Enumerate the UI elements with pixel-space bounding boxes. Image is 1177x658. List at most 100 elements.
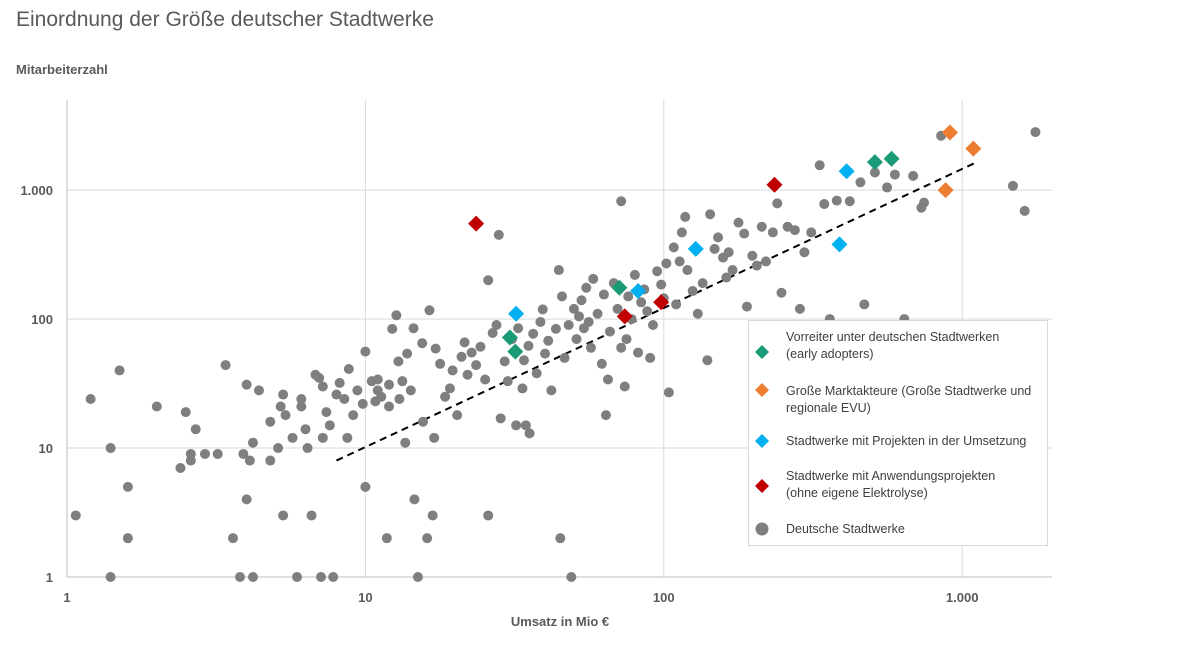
data-point-circle bbox=[343, 364, 354, 375]
data-point-circle bbox=[400, 437, 411, 448]
data-point-circle bbox=[495, 413, 506, 424]
data-point-circle bbox=[357, 398, 368, 409]
data-point-circle bbox=[869, 167, 880, 178]
legend-label-line2: (early adopters) bbox=[786, 347, 874, 361]
data-point-circle bbox=[427, 510, 438, 521]
legend-label-line1: Große Marktakteure (Große Stadtwerke und bbox=[786, 384, 1032, 398]
data-point-circle bbox=[247, 572, 258, 582]
legend-diamond-icon-orange bbox=[755, 383, 769, 397]
data-point-circle bbox=[220, 360, 231, 371]
data-point-circle bbox=[316, 572, 327, 582]
data-point-circle bbox=[543, 335, 554, 346]
data-point-circle bbox=[241, 379, 252, 390]
data-point-circle bbox=[645, 352, 656, 363]
data-point-circle bbox=[604, 326, 615, 337]
data-point-circle bbox=[483, 275, 494, 286]
data-point-circle bbox=[760, 256, 771, 267]
data-point-circle bbox=[528, 328, 539, 339]
data-points bbox=[70, 124, 1041, 582]
data-point-circle bbox=[674, 256, 685, 267]
data-point-circle bbox=[692, 308, 703, 319]
data-point-circle bbox=[278, 389, 289, 400]
data-point-circle bbox=[559, 352, 570, 363]
trendline bbox=[336, 161, 978, 462]
data-point-circle bbox=[523, 340, 534, 351]
data-point-circle bbox=[747, 250, 758, 261]
data-point-circle bbox=[629, 269, 640, 280]
data-point-circle bbox=[493, 229, 504, 240]
data-point-circle bbox=[588, 273, 599, 284]
data-point-circle bbox=[844, 196, 855, 207]
data-point-circle bbox=[466, 347, 477, 358]
legend-label-line1: Stadtwerke mit Projekten in der Umsetzun… bbox=[786, 434, 1027, 448]
data-point-circle bbox=[602, 374, 613, 385]
data-point-circle bbox=[855, 177, 866, 188]
data-point-circle bbox=[238, 448, 249, 459]
data-point-circle bbox=[546, 385, 557, 396]
data-point-circle bbox=[384, 379, 395, 390]
data-point-circle bbox=[275, 401, 286, 412]
data-point-circle bbox=[429, 432, 440, 443]
legend-label-line2: (ohne eigene Elektrolyse) bbox=[786, 486, 928, 500]
data-point-circle bbox=[422, 533, 433, 544]
data-point-diamond bbox=[630, 283, 647, 300]
data-point-circle bbox=[287, 432, 298, 443]
data-point-circle bbox=[583, 316, 594, 327]
data-point-circle bbox=[596, 358, 607, 369]
legend-diamond-icon-blue bbox=[755, 434, 769, 448]
data-point-circle bbox=[254, 385, 265, 396]
data-point-circle bbox=[376, 391, 387, 402]
data-point-circle bbox=[199, 448, 210, 459]
legend-label-line1: Stadtwerke mit Anwendungsprojekten bbox=[786, 469, 996, 483]
data-point-circle bbox=[393, 356, 404, 367]
data-point-circle bbox=[772, 198, 783, 209]
data-point-diamond bbox=[941, 124, 958, 141]
data-point-diamond bbox=[501, 329, 518, 346]
data-point-circle bbox=[334, 377, 345, 388]
data-point-circle bbox=[563, 319, 574, 330]
data-point-circle bbox=[360, 481, 371, 492]
data-point-circle bbox=[424, 305, 435, 316]
legend: Vorreiter unter deutschen Stadtwerken (e… bbox=[748, 320, 1048, 546]
data-point-circle bbox=[418, 416, 429, 427]
data-point-circle bbox=[619, 381, 630, 392]
data-point-circle bbox=[616, 196, 627, 207]
data-point-diamond bbox=[838, 163, 855, 180]
data-point-circle bbox=[235, 572, 246, 582]
data-point-circle bbox=[1007, 180, 1018, 191]
data-point-circle bbox=[417, 338, 428, 349]
data-point-circle bbox=[571, 334, 582, 345]
y-axis-label: Mitarbeiterzahl bbox=[16, 62, 108, 77]
data-point-circle bbox=[391, 310, 402, 321]
data-point-circle bbox=[776, 287, 787, 298]
data-point-circle bbox=[430, 343, 441, 354]
data-point-diamond bbox=[468, 215, 485, 232]
data-point-circle bbox=[491, 319, 502, 330]
data-point-circle bbox=[324, 420, 335, 431]
data-point-circle bbox=[114, 365, 125, 376]
data-point-circle bbox=[663, 387, 674, 398]
data-point-circle bbox=[741, 301, 752, 312]
x-axis-label: Umsatz in Mio € bbox=[510, 614, 610, 629]
data-point-circle bbox=[814, 160, 825, 171]
data-point-circle bbox=[372, 374, 383, 385]
data-point-circle bbox=[408, 323, 419, 334]
data-point-circle bbox=[381, 533, 392, 544]
tick-labels: 1 10 100 1.000 1 10 100 1.000 bbox=[20, 183, 978, 605]
data-point-diamond bbox=[937, 182, 954, 199]
data-point-circle bbox=[459, 337, 470, 348]
data-point-circle bbox=[520, 420, 531, 431]
data-point-circle bbox=[739, 228, 750, 239]
data-point-circle bbox=[444, 383, 455, 394]
data-point-circle bbox=[633, 347, 644, 358]
data-point-circle bbox=[756, 221, 767, 232]
data-point-circle bbox=[105, 572, 116, 582]
data-point-circle bbox=[314, 372, 325, 383]
data-point-circle bbox=[502, 376, 513, 387]
data-point-circle bbox=[550, 323, 561, 334]
data-point-circle bbox=[794, 303, 805, 314]
data-point-circle bbox=[397, 376, 408, 387]
data-point-circle bbox=[767, 227, 778, 238]
